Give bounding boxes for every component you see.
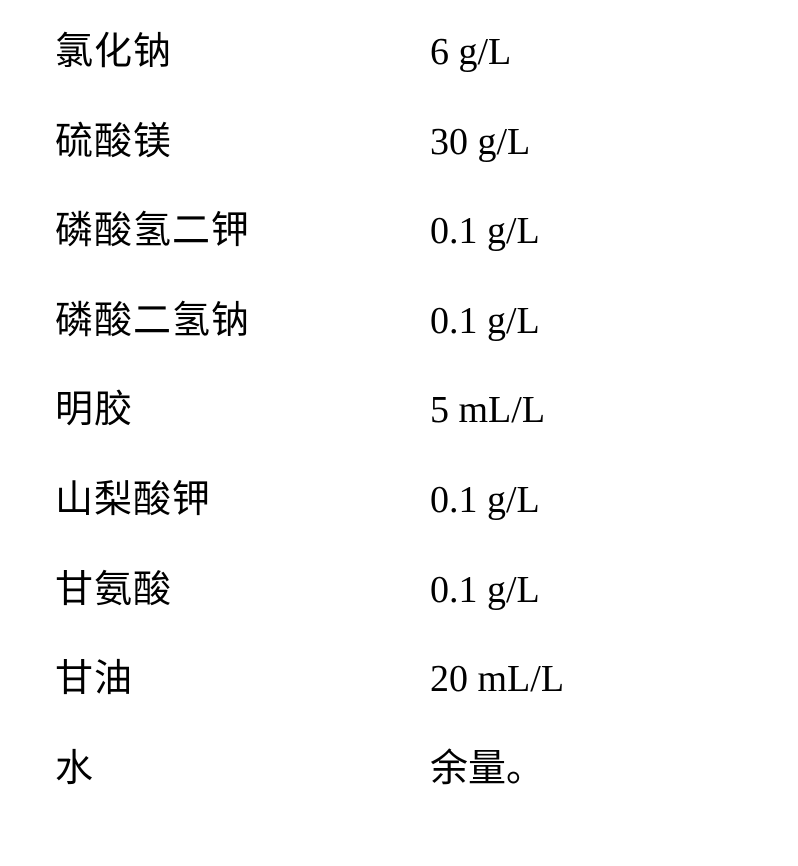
table-row: 明胶 5 mL/L <box>55 388 743 434</box>
ingredient-value: 0.1 g/L <box>430 299 743 345</box>
ingredient-value: 0.1 g/L <box>430 568 743 614</box>
ingredient-label: 磷酸氢二钾 <box>55 209 430 255</box>
ingredient-table: 氯化钠 6 g/L 硫酸镁 30 g/L 磷酸氢二钾 0.1 g/L 磷酸二氢钠… <box>0 0 798 866</box>
table-row: 氯化钠 6 g/L <box>55 30 743 76</box>
ingredient-value: 20 mL/L <box>430 657 743 703</box>
ingredient-label: 明胶 <box>55 388 430 434</box>
table-row: 甘油 20 mL/L <box>55 657 743 703</box>
ingredient-value: 5 mL/L <box>430 388 743 434</box>
ingredient-label: 硫酸镁 <box>55 120 430 166</box>
ingredient-label: 水 <box>55 747 430 793</box>
table-row: 磷酸氢二钾 0.1 g/L <box>55 209 743 255</box>
ingredient-value: 余量。 <box>430 747 743 793</box>
ingredient-value: 0.1 g/L <box>430 209 743 255</box>
table-row: 硫酸镁 30 g/L <box>55 120 743 166</box>
table-row: 磷酸二氢钠 0.1 g/L <box>55 299 743 345</box>
ingredient-label: 甘油 <box>55 657 430 703</box>
ingredient-value: 0.1 g/L <box>430 478 743 524</box>
ingredient-label: 甘氨酸 <box>55 568 430 614</box>
table-row: 甘氨酸 0.1 g/L <box>55 568 743 614</box>
ingredient-label: 氯化钠 <box>55 30 430 76</box>
ingredient-label: 磷酸二氢钠 <box>55 299 430 345</box>
ingredient-value: 30 g/L <box>430 120 743 166</box>
table-row: 山梨酸钾 0.1 g/L <box>55 478 743 524</box>
ingredient-value: 6 g/L <box>430 30 743 76</box>
ingredient-label: 山梨酸钾 <box>55 478 430 524</box>
table-row: 水 余量。 <box>55 747 743 793</box>
